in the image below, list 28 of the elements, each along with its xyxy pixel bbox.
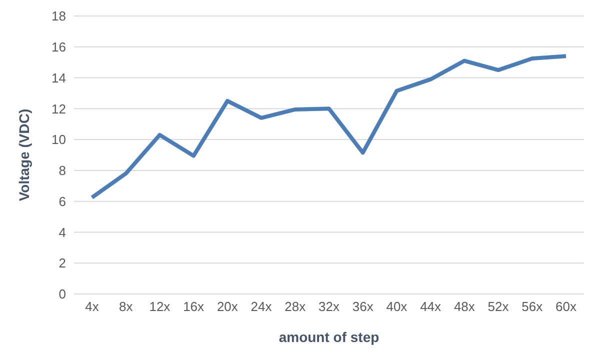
x-tick-label: 36x	[352, 299, 374, 314]
x-tick-label: 32x	[318, 299, 340, 314]
x-tick-label: 40x	[386, 299, 408, 314]
y-tick-label: 8	[58, 163, 66, 178]
x-tick-label: 8x	[118, 299, 134, 314]
y-tick-label: 4	[58, 224, 66, 240]
line-series	[90, 54, 568, 200]
y-tick-label: 12	[52, 101, 66, 116]
x-tick-label: 20x	[216, 299, 238, 314]
y-axis-title: Voltage (VDC)	[16, 108, 32, 202]
x-axis-title: amount of step	[278, 329, 380, 345]
x-tick-label: 48x	[454, 299, 476, 314]
x-tick-label: 28x	[284, 299, 306, 314]
y-tick-label: 0	[58, 286, 66, 302]
y-tick-label: 2	[58, 256, 66, 271]
x-tick-label: 56x	[522, 299, 544, 314]
x-tick-label: 16x	[183, 299, 205, 314]
y-tick-label: 18	[52, 8, 66, 24]
x-tick-label: 24x	[250, 299, 272, 314]
y-tick-label: 10	[52, 132, 66, 148]
x-tick-label: 52x	[488, 299, 510, 314]
y-tick-label: 6	[58, 194, 66, 209]
x-tick-label: 12x	[149, 299, 171, 314]
y-tick-label: 14	[52, 70, 66, 86]
y-tick-label: 16	[52, 40, 66, 55]
x-tick-label: 44x	[420, 299, 442, 314]
x-tick-label: 60x	[556, 299, 577, 314]
x-tick-label: 4x	[85, 299, 100, 314]
